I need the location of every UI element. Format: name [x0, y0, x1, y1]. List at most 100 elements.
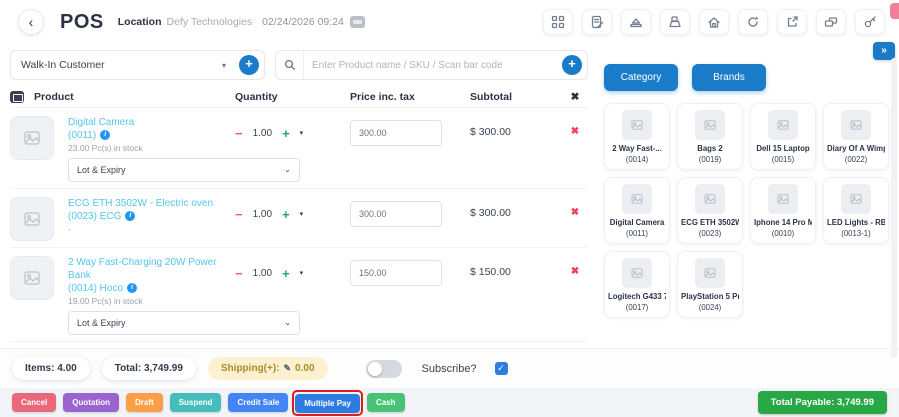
product-name-link[interactable]: Digital Camera [68, 116, 135, 128]
subtotal-value: $ 300.00 [470, 125, 511, 138]
decrease-quantity-button[interactable]: − [235, 125, 243, 141]
suspend-button[interactable]: Suspend [169, 393, 222, 412]
image-placeholder-icon [695, 258, 725, 288]
product-grid: 2 Way Fast-... (0014) Bags 2 (0019) Dell… [604, 103, 889, 318]
chevron-down-icon: ⌄ [284, 165, 291, 175]
cart-row-digital-camera: Digital Camera (0011) i 23.00 Pc(s) in st… [10, 108, 588, 189]
product-card[interactable]: PlayStation 5 Pro.. (0024) [677, 251, 743, 318]
dual-screen-icon[interactable] [816, 9, 846, 35]
edge-notification-tab[interactable] [890, 3, 899, 19]
cash-register-icon[interactable] [660, 9, 690, 35]
calendar-badge-icon [349, 16, 365, 28]
quotation-button[interactable]: Quotation [63, 393, 120, 412]
category-button[interactable]: Category [604, 64, 678, 91]
product-thumbnail [10, 255, 54, 300]
actions-bar: Cancel Quotation Draft Suspend Credit Sa… [0, 388, 899, 417]
remove-row-button[interactable]: ✖ [570, 125, 580, 137]
customer-select[interactable]: Walk-In Customer ▾ + [10, 50, 265, 80]
quantity-cell: − 1.00 + ▾ [235, 116, 350, 141]
cart-row-playstation: PlayStation 5 Pro Console (0024) Sonyi -… [10, 342, 588, 348]
cart-row-power-bank: 2 Way Fast-Charging 20W Power Bank (0014… [10, 248, 588, 342]
lot-expiry-select[interactable]: Lot & Expiry ⌄ [68, 310, 300, 335]
cart-table-header: Product Quantity Price inc. tax Subtotal… [10, 88, 588, 108]
shipping-pill[interactable]: Shipping(+): ✎ 0.00 [207, 357, 328, 380]
quantity-value: 1.00 [252, 208, 273, 220]
quantity-value: 1.00 [252, 267, 273, 279]
sync-icon[interactable] [738, 9, 768, 35]
product-name-link[interactable]: 2 Way Fast-Charging 20W Power Bank [68, 256, 217, 281]
product-card[interactable]: Diary Of A Wimp... (0022) [823, 103, 889, 170]
quantity-column-header: Quantity [235, 91, 278, 104]
register-details-icon[interactable] [582, 9, 612, 35]
subscribe-label: Subscribe? [421, 362, 477, 375]
price-input[interactable] [350, 119, 442, 146]
edit-pencil-icon[interactable]: ✎ [283, 363, 292, 373]
header-bar: ‹ POS Location Defy Technologies 02/24/2… [0, 0, 899, 44]
product-card[interactable]: Logitech G433 7.1.. (0017) [604, 251, 670, 318]
cancel-button[interactable]: Cancel [12, 393, 57, 412]
product-search-input[interactable] [304, 59, 557, 71]
image-placeholder-icon [622, 258, 652, 288]
key-icon[interactable] [855, 9, 885, 35]
subscribe-toggle[interactable] [365, 359, 402, 378]
info-icon[interactable]: i [100, 130, 111, 141]
order-total-pill: Total: 3,749.99 [101, 357, 196, 380]
catalog-filters: Category Brands [604, 64, 889, 91]
product-card[interactable]: Bags 2 (0019) [677, 103, 743, 170]
credit-sale-button[interactable]: Credit Sale [228, 393, 289, 412]
cart-row-electric-oven: ECG ETH 3502W - Electric oven (0023) ECG… [10, 189, 588, 248]
product-card[interactable]: LED Lights - RBG (0013-1) [823, 177, 889, 244]
chevron-down-icon: ▾ [221, 60, 226, 70]
chevron-left-icon: ‹ [28, 14, 34, 30]
increase-quantity-button[interactable]: + [282, 206, 290, 222]
quantity-cell: − 1.00 + ▾ [235, 197, 350, 222]
cash-button[interactable]: Cash [366, 393, 405, 412]
subscribe-checkbox[interactable]: ✓ [494, 362, 508, 375]
remove-row-button[interactable]: ✖ [570, 206, 580, 218]
home-icon[interactable] [699, 9, 729, 35]
price-input[interactable] [350, 200, 442, 227]
product-name-link[interactable]: ECG ETH 3502W - Electric oven [68, 197, 214, 209]
product-info: ECG ETH 3502W - Electric oven (0023) ECG… [68, 197, 235, 234]
product-card[interactable]: 2 Way Fast-... (0014) [604, 103, 670, 170]
back-button[interactable]: ‹ [18, 9, 44, 35]
remove-row-button[interactable]: ✖ [570, 265, 580, 277]
quantity-unit-caret[interactable]: ▾ [299, 211, 304, 219]
add-customer-button[interactable]: + [239, 55, 259, 75]
add-product-button[interactable]: + [562, 55, 582, 75]
product-search-box: + [275, 50, 588, 80]
product-code: (0014) Hoco [68, 282, 124, 294]
cart-rows: Digital Camera (0011) i 23.00 Pc(s) in st… [10, 108, 588, 348]
decrease-quantity-button[interactable]: − [235, 206, 243, 222]
items-count-pill: Items: 4.00 [12, 357, 90, 380]
product-card[interactable]: Dell 15 Laptop (0015) [750, 103, 816, 170]
image-placeholder-icon [768, 184, 798, 214]
main-content: Walk-In Customer ▾ + + Product Quantity … [0, 42, 899, 358]
decrease-quantity-button[interactable]: − [235, 265, 243, 281]
catalog-panel: » Category Brands 2 Way Fast-... (0014) … [600, 42, 897, 358]
draft-button[interactable]: Draft [126, 393, 163, 412]
apps-grid-icon[interactable] [543, 9, 573, 35]
info-icon[interactable]: i [125, 211, 136, 222]
lot-expiry-select[interactable]: Lot & Expiry ⌄ [68, 157, 300, 182]
subtotal-value: $ 300.00 [470, 206, 511, 219]
product-card[interactable]: Digital Camera (0011) [604, 177, 670, 244]
quantity-unit-caret[interactable]: ▾ [299, 130, 304, 138]
catalog-scrollbar[interactable] [891, 58, 897, 358]
image-placeholder-icon [768, 110, 798, 140]
info-icon[interactable]: i [127, 283, 138, 294]
product-code: (0011) [68, 129, 97, 141]
total-payable-button[interactable]: Total Payable: 3,749.99 [757, 391, 887, 414]
quantity-unit-caret[interactable]: ▾ [299, 270, 304, 278]
controls-row: Walk-In Customer ▾ + + [10, 50, 588, 80]
expand-panel-button[interactable]: » [873, 42, 895, 60]
increase-quantity-button[interactable]: + [282, 265, 290, 281]
cash-drawer-icon[interactable] [621, 9, 651, 35]
price-input[interactable] [350, 259, 442, 286]
product-card[interactable]: Iphone 14 Pro Max (0010) [750, 177, 816, 244]
fullscreen-icon[interactable] [777, 9, 807, 35]
multiple-pay-button[interactable]: Multiple Pay [295, 393, 360, 413]
product-card[interactable]: ECG ETH 3502W -.. (0023) [677, 177, 743, 244]
increase-quantity-button[interactable]: + [282, 125, 290, 141]
brands-button[interactable]: Brands [692, 64, 766, 91]
